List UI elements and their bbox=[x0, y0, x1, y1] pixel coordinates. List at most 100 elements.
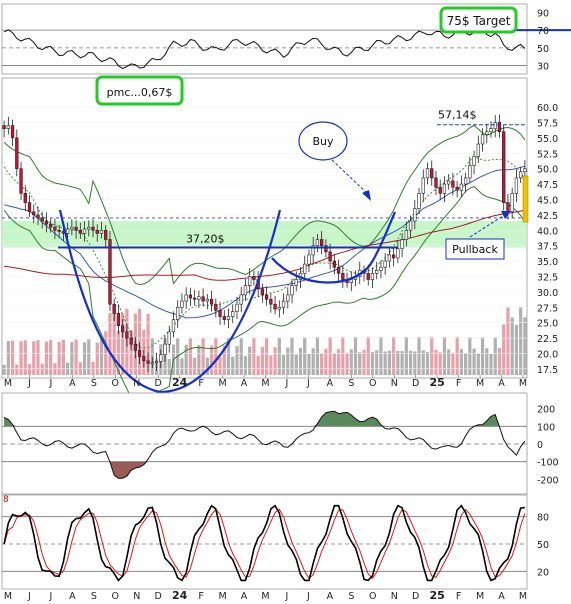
volume-bar bbox=[265, 337, 269, 375]
volume-bar bbox=[451, 352, 455, 375]
stoch-tick-label: 80 bbox=[537, 513, 549, 524]
candle-body bbox=[489, 128, 493, 133]
candle-body bbox=[485, 131, 489, 136]
x-tick-label: A bbox=[69, 378, 76, 389]
rsi-tick-label: 90 bbox=[537, 8, 549, 19]
candle-body bbox=[341, 273, 345, 280]
volume-bar bbox=[6, 340, 10, 375]
volume-bar bbox=[243, 356, 248, 375]
volume-bar bbox=[519, 307, 523, 375]
x-tick-label: O bbox=[369, 378, 376, 389]
candle-body bbox=[108, 239, 112, 305]
candle-body bbox=[468, 165, 472, 179]
x-tick-label: F bbox=[456, 591, 461, 602]
volume-bar bbox=[400, 351, 404, 375]
volume-bar bbox=[226, 337, 231, 375]
volume-bar bbox=[197, 345, 201, 375]
volume-bar bbox=[49, 339, 53, 375]
volume-bar bbox=[32, 341, 36, 375]
x-tick-label: J bbox=[49, 378, 53, 389]
buy-bubble bbox=[298, 121, 348, 161]
x-tick-label: S bbox=[348, 378, 354, 389]
x-tick-label: M bbox=[218, 591, 226, 602]
volume-bar bbox=[341, 337, 345, 375]
price-tick-label: 57.5 bbox=[537, 118, 558, 129]
candle-body bbox=[78, 229, 82, 234]
volume-bar bbox=[502, 324, 506, 375]
candle-body bbox=[146, 360, 150, 364]
x-tick-label: J bbox=[306, 378, 310, 389]
annotations: 75$ Target pmc...0,67$ Buy Pullback bbox=[95, 6, 518, 260]
candle-body bbox=[201, 296, 205, 302]
volume-bar bbox=[514, 324, 519, 375]
volume-bar bbox=[214, 337, 218, 375]
candle-body bbox=[311, 245, 315, 256]
candle-body bbox=[214, 303, 218, 311]
volume-bar bbox=[184, 344, 188, 375]
volume-bar bbox=[442, 337, 447, 375]
x-tick-label: J bbox=[285, 378, 289, 389]
candle-body bbox=[434, 177, 438, 188]
cci-panel: -200 -100 0 100 200 bbox=[1, 392, 559, 495]
x-tick-label: N bbox=[391, 591, 398, 602]
volume-bar bbox=[27, 364, 32, 375]
candle-body bbox=[125, 331, 129, 339]
candle-body bbox=[15, 137, 19, 169]
candle-body bbox=[404, 229, 408, 240]
x-tick-label: M bbox=[519, 591, 527, 602]
candle-body bbox=[243, 285, 248, 296]
volume-bar bbox=[375, 350, 379, 375]
candle-body bbox=[480, 134, 485, 145]
stoch-top-label: 8 bbox=[3, 495, 9, 505]
volume-bar bbox=[91, 361, 95, 375]
volume-bar bbox=[129, 330, 133, 375]
volume-bar bbox=[95, 342, 99, 375]
volume-bar bbox=[248, 346, 252, 375]
candle-body bbox=[65, 228, 70, 234]
x-tick-label: F bbox=[198, 378, 203, 389]
volume-bar bbox=[468, 337, 472, 375]
candle-body bbox=[336, 266, 341, 274]
volume-bar bbox=[345, 352, 349, 375]
cci-tick-label: 100 bbox=[537, 422, 555, 433]
volume-bar bbox=[99, 339, 104, 375]
x-tick-label: 24 bbox=[172, 376, 188, 389]
candle-body bbox=[421, 177, 425, 194]
volume-bar bbox=[307, 354, 311, 375]
price-tick-label: 52.5 bbox=[537, 149, 558, 160]
candle-body bbox=[49, 223, 53, 228]
candle-body bbox=[27, 202, 32, 213]
cci-oversold-fill bbox=[4, 461, 525, 479]
candle-body bbox=[171, 319, 176, 333]
volume-bar bbox=[370, 351, 375, 375]
x-tick-label: 25 bbox=[430, 589, 445, 602]
volume-bar bbox=[256, 355, 260, 375]
support-level-label: 37,20$ bbox=[186, 233, 225, 246]
volume-bar bbox=[36, 340, 40, 375]
volume-bar bbox=[74, 339, 78, 375]
x-tick-label: S bbox=[91, 378, 97, 389]
candle-body bbox=[133, 343, 138, 351]
candle-body bbox=[150, 362, 154, 365]
price-tick-label: 60.0 bbox=[537, 103, 558, 114]
price-tick-label: 55.0 bbox=[537, 134, 558, 145]
candle-body bbox=[70, 226, 74, 230]
buy-arrow-head bbox=[362, 190, 371, 201]
volume-bar bbox=[167, 358, 171, 375]
volume-bar bbox=[328, 337, 332, 375]
candle-body bbox=[375, 269, 379, 274]
candle-body bbox=[53, 226, 57, 231]
x-tick-label: F bbox=[198, 591, 203, 602]
x-tick-label: 24 bbox=[172, 589, 188, 602]
x-tick-label: M bbox=[476, 591, 484, 602]
volume-bar bbox=[269, 355, 273, 375]
rsi-tick-label: 70 bbox=[537, 26, 549, 37]
support-zone bbox=[2, 221, 527, 248]
price-tick-label: 42.5 bbox=[537, 211, 558, 222]
x-tick-label: D bbox=[412, 591, 419, 602]
candle-body bbox=[518, 171, 523, 179]
candle-body bbox=[205, 298, 209, 302]
candle-body bbox=[379, 266, 383, 271]
candle-body bbox=[324, 245, 328, 253]
candle-body bbox=[239, 294, 243, 305]
